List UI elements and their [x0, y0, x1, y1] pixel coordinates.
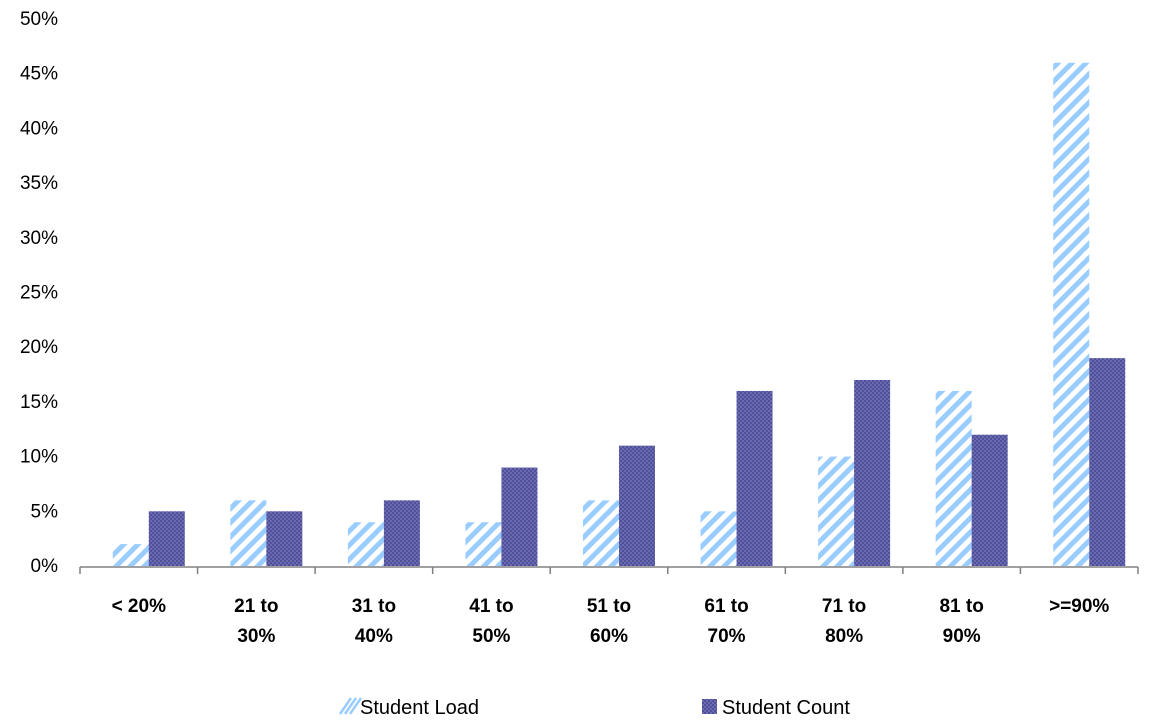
student-load-bar	[818, 456, 855, 566]
y-tick-label: 45%	[20, 64, 58, 85]
x-tick-label: 21 to 30%	[234, 596, 278, 647]
student-load-bar	[112, 544, 149, 566]
y-tick-label: 5%	[31, 501, 59, 522]
legend-label: Student Count	[722, 697, 850, 719]
legend-swatch-stripes	[338, 697, 363, 715]
student-load-bar	[465, 522, 502, 566]
legend-item-student-load: Student Load	[338, 697, 479, 719]
student-load-bar	[935, 390, 972, 566]
legend-label: Student Load	[360, 697, 479, 719]
x-tick-label-line: 71 to	[822, 596, 866, 617]
student-count-bar	[971, 434, 1008, 566]
x-tick-label: < 20%	[112, 596, 167, 617]
student-load-bar	[1053, 62, 1090, 566]
bars	[112, 62, 1126, 566]
student-count-bar	[501, 467, 538, 566]
y-tick-label: 40%	[20, 118, 58, 139]
student-count-bar	[383, 500, 420, 566]
x-tick-label-line: 81 to	[939, 596, 983, 617]
y-tick-label: 0%	[31, 556, 59, 577]
student-count-bar	[148, 511, 185, 566]
x-tick-label-line: 40%	[355, 626, 393, 647]
student-count-bar	[266, 511, 303, 566]
x-axis-tick-labels: < 20% 21 to 30% 31 to 40% 41 to 50% 51 to 60% 61 …	[112, 596, 1110, 647]
x-tick-label-line: >=90%	[1049, 596, 1109, 617]
legend: Student Load Student Count	[338, 697, 850, 719]
legend-swatch-checker	[702, 699, 717, 714]
student-load-bar	[583, 500, 619, 566]
x-tick-label-line: 90%	[943, 626, 981, 647]
x-tick-label: 41 to 50%	[469, 596, 513, 647]
x-tick-label-line: 30%	[237, 626, 275, 647]
student-count-bar	[854, 380, 891, 566]
x-tick-label-line: 70%	[708, 626, 746, 647]
x-tick-label: >=90%	[1049, 596, 1109, 617]
x-tick-label: 31 to 40%	[352, 596, 396, 647]
student-count-bar	[736, 390, 773, 566]
x-tick-label-line: 31 to	[352, 596, 396, 617]
x-tick-label-line: 50%	[472, 626, 510, 647]
y-tick-label: 20%	[20, 337, 58, 358]
x-tick-label-line: 60%	[590, 626, 628, 647]
x-tick-label: 51 to 60%	[587, 596, 631, 647]
y-tick-label: 15%	[20, 392, 58, 413]
x-tick-label: 71 to 80%	[822, 596, 866, 647]
student-load-bar	[700, 511, 737, 566]
x-tick-label-line: 21 to	[234, 596, 278, 617]
x-tick-label-line: 80%	[825, 626, 863, 647]
x-tick-label-line: 41 to	[469, 596, 513, 617]
x-tick-label: 61 to 70%	[704, 596, 748, 647]
x-tick-label-line: 61 to	[704, 596, 748, 617]
y-tick-label: 35%	[20, 173, 58, 194]
student-count-bar	[1089, 358, 1126, 566]
y-tick-label: 25%	[20, 283, 58, 304]
y-tick-label: 30%	[20, 228, 58, 249]
y-tick-label: 50%	[20, 9, 58, 30]
x-tick-label-line: 51 to	[587, 596, 631, 617]
x-axis	[79, 566, 1139, 574]
student-count-bar	[619, 445, 655, 566]
student-load-bar	[347, 522, 384, 566]
x-tick-label: 81 to 90%	[939, 596, 983, 647]
y-axis-tick-labels: 0% 5% 10% 15% 20% 25% 30% 35% 40% 45% 50%	[20, 9, 58, 577]
x-tick-label-line: < 20%	[112, 596, 167, 617]
student-load-bar	[230, 500, 267, 566]
legend-item-student-count: Student Count	[702, 697, 850, 719]
y-tick-label: 10%	[20, 447, 58, 468]
